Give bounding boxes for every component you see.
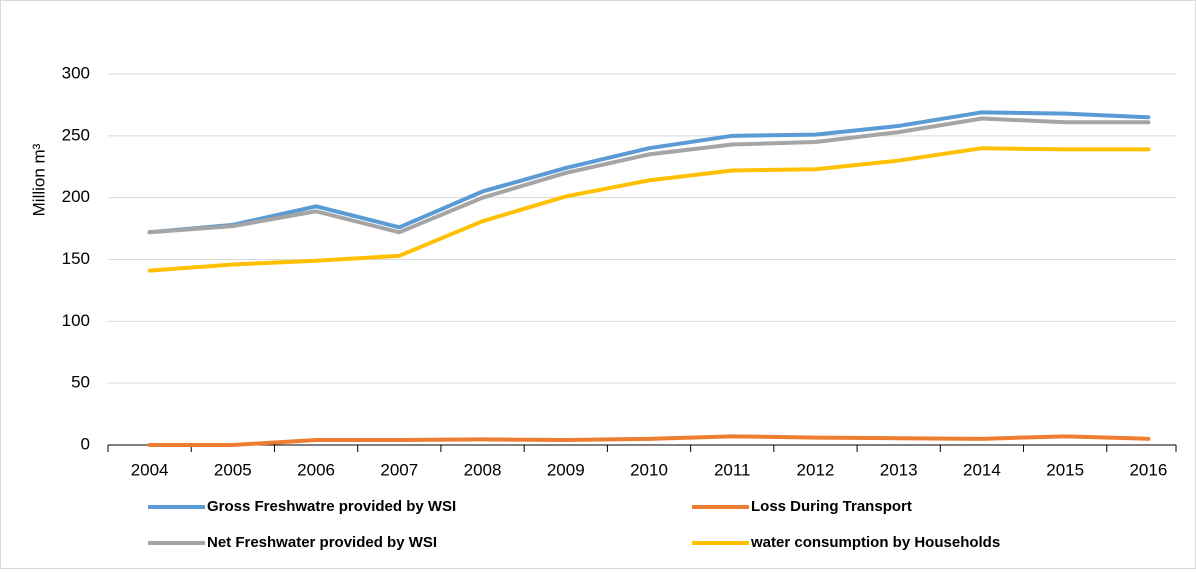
y-axis-label: Million m³ [29,143,48,216]
x-tick-label: 2009 [547,460,585,479]
legend-label: Loss During Transport [751,498,912,515]
x-tick-label: 2006 [297,460,335,479]
x-tick-label: 2010 [630,460,668,479]
y-tick-label: 300 [62,63,90,82]
x-tick-label: 2007 [380,460,418,479]
x-tick-label: 2013 [880,460,918,479]
legend-label: Gross Freshwatre provided by WSI [207,498,456,515]
x-tick-label: 2008 [464,460,502,479]
series-line [147,110,1151,235]
x-tick-label: 2005 [214,460,252,479]
x-tick-label: 2015 [1046,460,1084,479]
legend-label: Net Freshwater provided by WSI [207,534,437,551]
y-tick-label: 200 [62,187,90,206]
y-tick-label: 0 [81,434,90,453]
x-tick-label: 2011 [714,460,751,479]
x-tick-label: 2014 [963,460,1001,479]
legend-label: water consumption by Households [750,534,1000,551]
x-tick-label: 2004 [131,460,169,479]
series-line [147,434,1151,447]
x-tick-label: 2016 [1129,460,1167,479]
y-tick-label: 250 [62,125,90,144]
y-tick-label: 100 [62,311,90,330]
y-tick-label: 150 [62,249,90,268]
series-line [147,146,1151,273]
series-line [147,116,1151,235]
x-tick-label: 2012 [797,460,835,479]
y-tick-label: 50 [71,373,90,392]
